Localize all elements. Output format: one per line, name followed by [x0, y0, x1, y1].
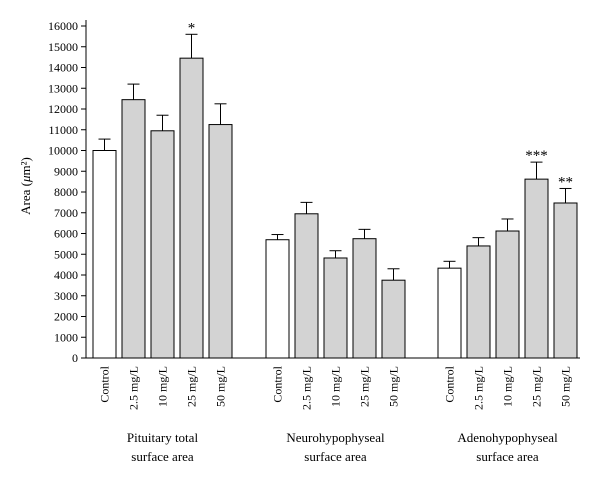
significance-label: *** — [525, 148, 548, 164]
y-tick-label: 4000 — [54, 268, 78, 282]
group-label: Pituitary total — [127, 430, 199, 445]
significance-label: * — [188, 20, 196, 36]
bar — [179, 57, 204, 359]
category-label: 25 mg/L — [358, 366, 372, 407]
bar — [553, 202, 578, 359]
category-label: 2.5 mg/L — [300, 366, 314, 410]
bar — [92, 150, 117, 359]
bar — [352, 238, 377, 359]
bar — [265, 239, 290, 359]
significance-label: ** — [558, 174, 573, 190]
bar — [323, 257, 348, 359]
y-tick-label: 16000 — [48, 19, 78, 33]
y-tick-label: 11000 — [48, 123, 78, 137]
y-tick-label: 12000 — [48, 102, 78, 116]
bar — [294, 213, 319, 359]
y-tick-label: 15000 — [48, 40, 78, 54]
group-label: Adenohypophyseal — [457, 430, 558, 445]
bars: ****** — [92, 20, 578, 359]
category-label: Control — [271, 365, 285, 402]
axes: 0 1000 2000 3000 4000 5000 6000 7000 8000 9000 100… — [48, 19, 580, 365]
y-tick-label: 5000 — [54, 247, 78, 261]
category-label: 50 mg/L — [387, 366, 401, 407]
y-tick-label: 7000 — [54, 206, 78, 220]
bar — [121, 99, 146, 359]
group-label: surface area — [476, 449, 539, 464]
y-tick-label: 0 — [72, 351, 78, 365]
bar — [208, 124, 233, 359]
category-label: 25 mg/L — [530, 366, 544, 407]
y-tick-label: 13000 — [48, 81, 78, 95]
category-label: 10 mg/L — [501, 366, 515, 407]
y-tick-label: 9000 — [54, 164, 78, 178]
y-axis-label: Area (μm²) — [18, 157, 33, 215]
group-label: surface area — [304, 449, 367, 464]
labels: Control 2.5 mg/L 10 mg/L 25 mg/L 50 mg/L Pitu… — [98, 365, 573, 464]
category-label: 50 mg/L — [559, 366, 573, 407]
category-label: Control — [98, 365, 112, 402]
bar — [381, 279, 406, 359]
category-label: 10 mg/L — [156, 366, 170, 407]
category-label: 10 mg/L — [329, 366, 343, 407]
category-label: 50 mg/L — [214, 366, 228, 407]
bar — [495, 230, 520, 359]
category-label: 2.5 mg/L — [127, 366, 141, 410]
category-label: 25 mg/L — [185, 366, 199, 407]
category-label: Control — [443, 365, 457, 402]
y-tick-label: 3000 — [54, 289, 78, 303]
y-tick-label: 14000 — [48, 61, 78, 75]
bar — [150, 130, 175, 359]
category-label: 2.5 mg/L — [472, 366, 486, 410]
bar — [437, 267, 462, 359]
y-tick-label: 1000 — [54, 330, 78, 344]
bar — [466, 245, 491, 359]
bar — [524, 178, 549, 359]
y-tick-label: 10000 — [48, 144, 78, 158]
y-tick-label: 8000 — [54, 185, 78, 199]
y-tick-label: 6000 — [54, 227, 78, 241]
group-label: Neurohypophyseal — [286, 430, 385, 445]
y-tick-label: 2000 — [54, 310, 78, 324]
group-label: surface area — [131, 449, 194, 464]
